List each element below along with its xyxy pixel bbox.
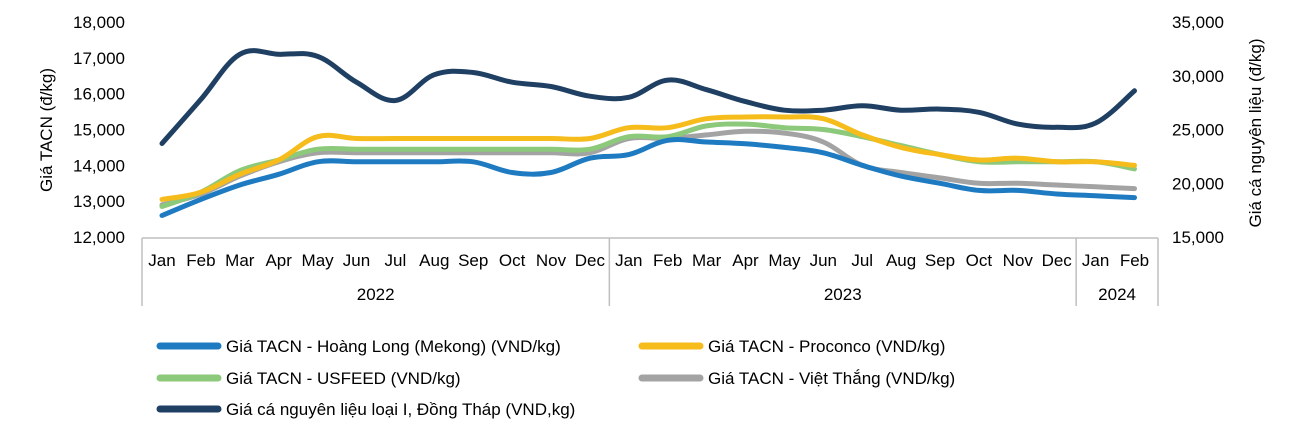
- y-tick-label: 17,000: [73, 49, 125, 68]
- x-tick-label: Jun: [810, 251, 837, 270]
- left-axis: 12,000 13,000 14,000 15,000 16,000 17,000 18,0…: [73, 13, 125, 247]
- y2-axis-label: Giá cá nguyên liệu (đ/kg): [1246, 39, 1265, 228]
- legend-label: Giá TACN - Hoàng Long (Mekong) (VND/kg): [226, 337, 561, 356]
- y2-tick-label: 25,000: [1172, 121, 1224, 140]
- x-tick-label: Nov: [1003, 251, 1034, 270]
- x-group-label: 2022: [357, 285, 395, 304]
- x-tick-label: Dec: [575, 251, 606, 270]
- x-tick-label: Dec: [1042, 251, 1073, 270]
- x-tick-label: May: [302, 251, 335, 270]
- x-tick-label: Feb: [186, 251, 215, 270]
- x-tick-label: Sep: [925, 251, 955, 270]
- x-axis: Jan Feb Mar Apr May Jun Jul Aug Sep Oct Nov Dec Jan F…: [141, 237, 1159, 306]
- legend-label: Giá cá nguyên liệu loại I, Đồng Tháp (VN…: [226, 400, 575, 419]
- x-tick-label: Aug: [886, 251, 916, 270]
- x-tick-label: Jul: [385, 251, 407, 270]
- x-tick-label: Oct: [499, 251, 526, 270]
- x-tick-label: Oct: [966, 251, 993, 270]
- x-tick-label: Apr: [732, 251, 759, 270]
- x-tick-label: Jan: [148, 251, 175, 270]
- x-tick-label: Feb: [1120, 251, 1149, 270]
- y2-tick-label: 20,000: [1172, 174, 1224, 193]
- x-tick-label: Jan: [1082, 251, 1109, 270]
- legend: Giá TACN - Hoàng Long (Mekong) (VND/kg) G…: [156, 337, 955, 419]
- y-tick-label: 15,000: [73, 121, 125, 140]
- y-tick-label: 13,000: [73, 192, 125, 211]
- x-tick-label: Feb: [653, 251, 682, 270]
- series-line-1: [159, 114, 1137, 202]
- series-line-0: [159, 137, 1137, 218]
- x-tick-label: Nov: [536, 251, 567, 270]
- y2-tick-label: 15,000: [1172, 228, 1224, 247]
- x-tick-label: Apr: [265, 251, 292, 270]
- y-tick-label: 18,000: [73, 13, 125, 32]
- x-tick-label: Jan: [615, 251, 642, 270]
- x-tick-label: Mar: [225, 251, 255, 270]
- x-group-label: 2024: [1098, 285, 1136, 304]
- x-tick-label: Jun: [343, 251, 370, 270]
- series-line-4: [159, 48, 1137, 146]
- x-tick-label: Sep: [458, 251, 488, 270]
- series-lines: [159, 48, 1137, 218]
- legend-label: Giá TACN - Proconco (VND/kg): [708, 337, 945, 356]
- y-tick-label: 16,000: [73, 85, 125, 104]
- x-tick-label: May: [768, 251, 801, 270]
- y-axis-label: Giá TACN (đ/kg): [37, 68, 56, 192]
- x-tick-label: Jul: [851, 251, 873, 270]
- x-tick-label: Aug: [419, 251, 449, 270]
- y2-tick-label: 35,000: [1172, 13, 1224, 32]
- y-tick-label: 14,000: [73, 156, 125, 175]
- legend-label: Giá TACN - USFEED (VND/kg): [226, 369, 461, 388]
- x-group-label: 2023: [824, 285, 862, 304]
- y-tick-label: 12,000: [73, 228, 125, 247]
- y2-tick-label: 30,000: [1172, 67, 1224, 86]
- right-axis: 15,000 20,000 25,000 30,000 35,000: [1172, 13, 1224, 247]
- x-tick-label: Mar: [692, 251, 722, 270]
- legend-label: Giá TACN - Việt Thắng (VND/kg): [708, 369, 955, 388]
